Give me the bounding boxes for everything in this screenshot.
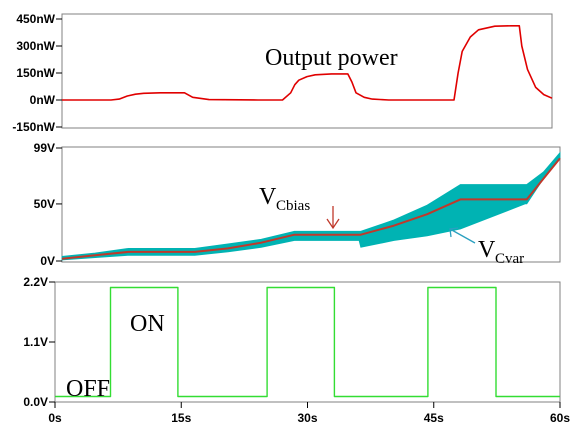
time-xtick-label: 15s xyxy=(171,411,191,425)
voltage-ytick-label: 50V xyxy=(34,197,55,211)
vcbias-annotation: V Cbias xyxy=(259,184,340,230)
time-xtick-label: 30s xyxy=(297,411,317,425)
output-power-line xyxy=(62,24,553,101)
control-ytick-label: 0.0V xyxy=(23,395,48,409)
power-ytick-label: 0nW xyxy=(30,93,56,107)
voltage-ytick-label: 99V xyxy=(34,141,55,155)
control-ytick-label: 1.1V xyxy=(23,335,48,349)
on-label: ON xyxy=(130,311,165,337)
vcbias-arrowhead xyxy=(326,218,340,230)
vcvar-subscript: Cvar xyxy=(495,251,524,267)
power-ytick-label: 150nW xyxy=(16,66,55,80)
power-ytick-label: -150nW xyxy=(12,120,55,134)
control-ytick-label: 2.2V xyxy=(23,275,48,289)
time-xtick-label: 60s xyxy=(550,411,570,425)
voltage-ytick-label: 0V xyxy=(40,254,55,268)
power-series-group xyxy=(62,24,553,101)
vcvar-arrow xyxy=(449,228,476,244)
power-ytick-label: 300nW xyxy=(16,39,55,53)
vcvar-label: V xyxy=(478,237,496,263)
power-plot-frame xyxy=(61,13,553,129)
time-xtick-label: 45s xyxy=(424,411,444,425)
voltage-plot-frame xyxy=(61,146,561,263)
vcvar-annotation: V Cvar xyxy=(449,227,524,267)
vcbias-subscript: Cbias xyxy=(276,198,310,214)
vcbias-series-group xyxy=(61,157,561,260)
off-label: OFF xyxy=(66,376,110,402)
time-xtick-label: 0s xyxy=(48,411,62,425)
power-y-ticks: 450nW 300nW 150nW 0nW -150nW xyxy=(12,12,62,134)
voltage-y-ticks: 99V 50V 0V xyxy=(34,141,62,268)
vcbias-line xyxy=(61,157,561,260)
output-power-label: Output power xyxy=(265,45,398,71)
vcbias-label: V xyxy=(259,184,277,210)
power-ytick-label: 450nW xyxy=(16,12,55,26)
control-series-group xyxy=(55,286,560,398)
control-plot-frame xyxy=(54,281,561,403)
time-x-ticks: 0s 15s 30s 45s 60s xyxy=(48,402,570,425)
vcvar-arrowhead xyxy=(449,227,459,238)
control-signal-line xyxy=(55,286,560,398)
control-y-ticks: 2.2V 1.1V 0.0V xyxy=(23,275,55,409)
